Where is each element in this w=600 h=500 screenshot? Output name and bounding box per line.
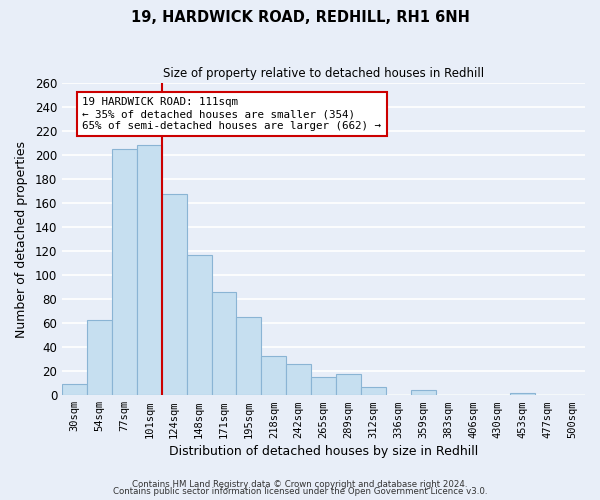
Bar [236, 317, 262, 395]
Bar [112, 149, 137, 395]
Bar [286, 364, 311, 395]
Y-axis label: Number of detached properties: Number of detached properties [15, 140, 28, 338]
Bar [212, 292, 236, 395]
Text: Contains HM Land Registry data © Crown copyright and database right 2024.: Contains HM Land Registry data © Crown c… [132, 480, 468, 489]
X-axis label: Distribution of detached houses by size in Redhill: Distribution of detached houses by size … [169, 444, 478, 458]
Bar [187, 254, 212, 395]
Bar [162, 194, 187, 395]
Bar [87, 320, 112, 395]
Bar [137, 146, 162, 395]
Text: 19, HARDWICK ROAD, REDHILL, RH1 6NH: 19, HARDWICK ROAD, REDHILL, RH1 6NH [131, 10, 469, 25]
Text: 19 HARDWICK ROAD: 111sqm
← 35% of detached houses are smaller (354)
65% of semi-: 19 HARDWICK ROAD: 111sqm ← 35% of detach… [82, 98, 381, 130]
Bar [511, 393, 535, 395]
Bar [361, 387, 386, 395]
Title: Size of property relative to detached houses in Redhill: Size of property relative to detached ho… [163, 68, 484, 80]
Bar [336, 374, 361, 395]
Bar [62, 384, 87, 395]
Bar [311, 377, 336, 395]
Bar [411, 390, 436, 395]
Bar [262, 356, 286, 395]
Text: Contains public sector information licensed under the Open Government Licence v3: Contains public sector information licen… [113, 487, 487, 496]
